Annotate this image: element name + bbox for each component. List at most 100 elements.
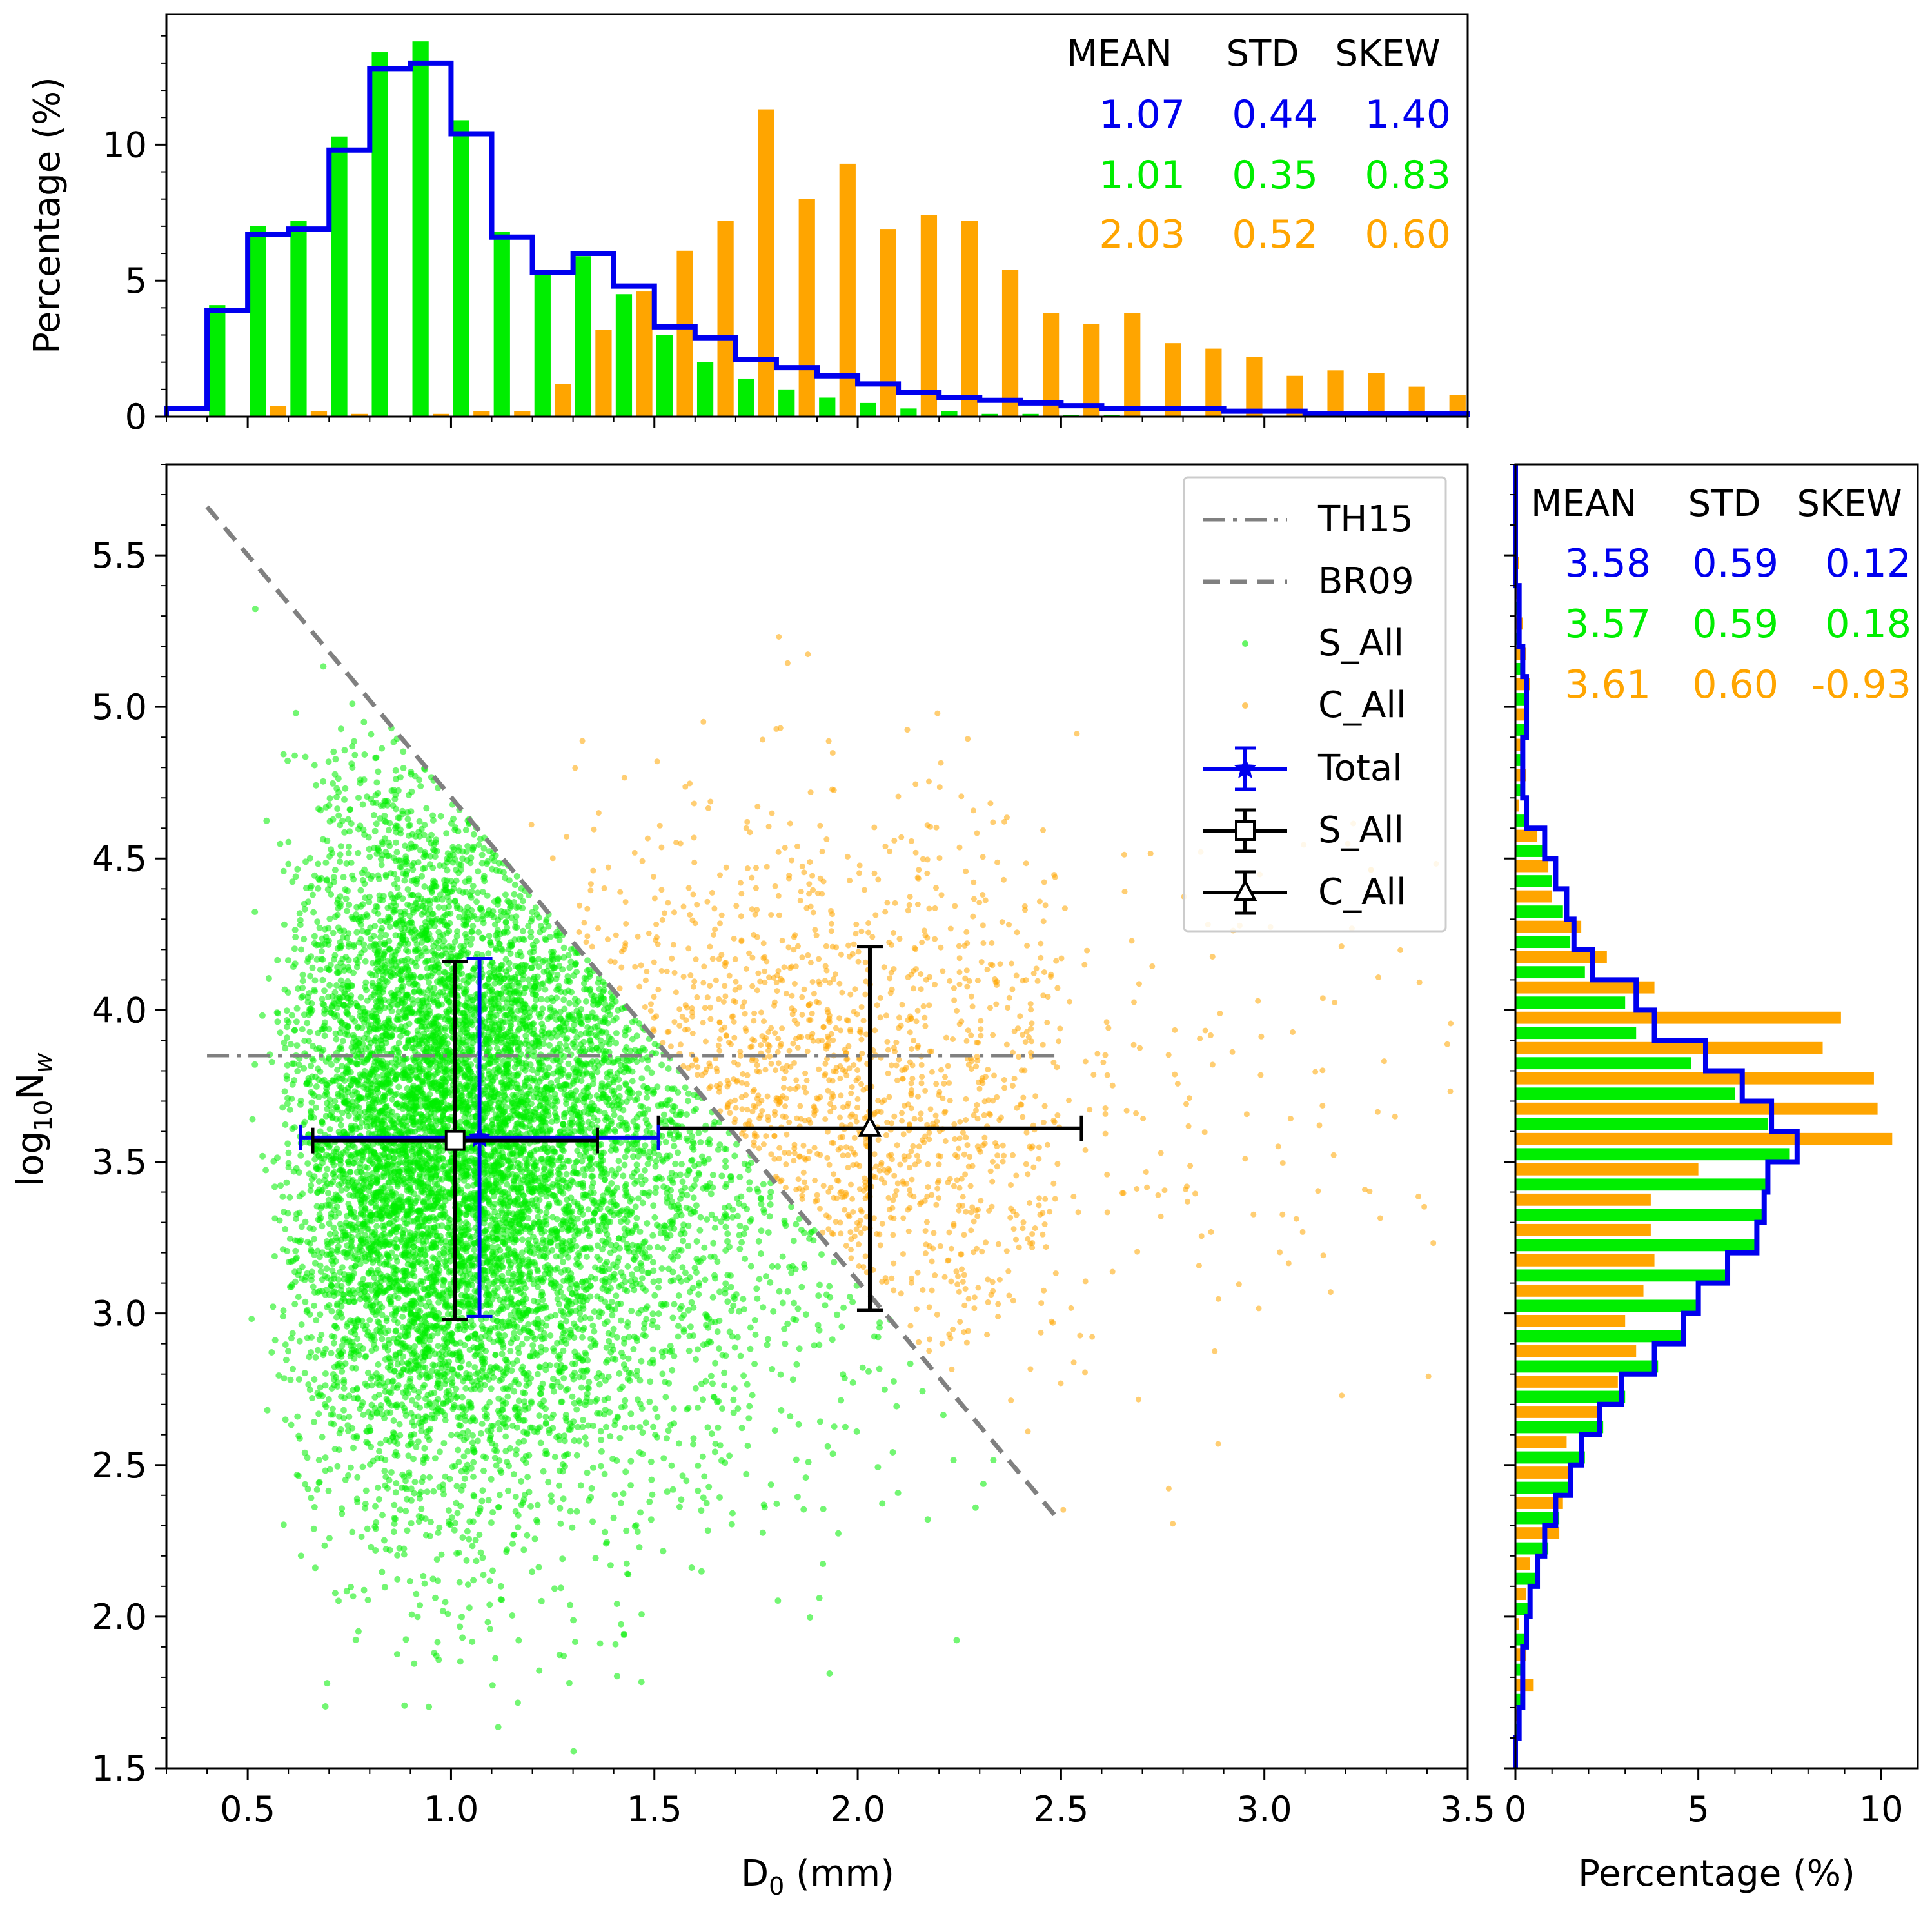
stratiform-point	[504, 1458, 511, 1465]
stratiform-point	[594, 1117, 601, 1124]
stratiform-point	[329, 1405, 336, 1412]
stratiform-point	[284, 1061, 291, 1069]
stratiform-point	[462, 1385, 469, 1392]
stratiform-point	[874, 1464, 882, 1471]
stratiform-point	[483, 1403, 490, 1410]
stratiform-point	[306, 1029, 313, 1036]
stratiform-point	[478, 1497, 486, 1505]
stratiform-point	[708, 1430, 715, 1437]
top-bar-convective	[1001, 270, 1019, 417]
stratiform-point	[464, 1183, 471, 1190]
stratiform-point	[507, 1348, 514, 1355]
stratiform-point	[636, 1377, 644, 1384]
stratiform-point	[587, 1315, 594, 1322]
stratiform-point	[351, 751, 359, 758]
stratiform-point	[349, 1528, 356, 1535]
stratiform-point	[618, 1317, 624, 1324]
stratiform-point	[484, 1619, 491, 1626]
stratiform-point	[388, 1002, 395, 1009]
stratiform-point	[387, 1409, 394, 1416]
stratiform-point	[298, 1321, 305, 1328]
stratiform-point	[570, 1617, 577, 1624]
stratiform-point	[798, 1283, 805, 1290]
stratiform-point	[341, 796, 348, 803]
stratiform-point	[344, 907, 350, 914]
stratiform-point	[335, 905, 342, 912]
stratiform-point	[560, 1347, 567, 1354]
stratiform-point	[517, 1328, 524, 1336]
stratiform-point	[755, 1238, 762, 1245]
stratiform-point	[393, 829, 400, 836]
stratiform-point	[590, 1080, 596, 1087]
stratiform-point	[654, 1324, 661, 1331]
stratiform-point	[364, 1597, 371, 1604]
stratiform-point	[693, 1356, 699, 1363]
stratiform-point	[737, 1352, 744, 1359]
stratiform-point	[341, 747, 348, 754]
stratiform-point	[349, 1015, 356, 1022]
stratiform-point	[571, 1128, 578, 1135]
stratiform-point	[530, 1233, 537, 1240]
stratiform-point	[525, 923, 532, 930]
stratiform-point	[456, 887, 463, 894]
stratiform-point	[778, 1407, 785, 1414]
stratiform-point	[365, 1130, 372, 1137]
stratiform-point	[397, 1506, 404, 1514]
stratiform-point	[527, 929, 535, 936]
stratiform-point	[458, 1486, 465, 1494]
stratiform-point	[333, 982, 340, 989]
stratiform-point	[581, 1172, 588, 1179]
stratiform-point	[486, 1626, 493, 1632]
stratiform-point	[650, 1267, 657, 1274]
stratiform-point	[333, 785, 340, 792]
stratiform-point	[368, 1443, 375, 1450]
stratiform-point	[346, 843, 352, 850]
stratiform-point	[342, 1360, 349, 1367]
stratiform-point	[659, 1370, 666, 1377]
top-stats-table: MEAN STD SKEW 1.07 0.44 1.40 1.01 0.35 0…	[1067, 33, 1451, 257]
stratiform-point	[509, 1540, 516, 1547]
stratiform-point	[371, 1394, 379, 1401]
stratiform-point	[876, 1365, 883, 1372]
stratiform-point	[820, 1506, 827, 1512]
stratiform-point	[380, 1173, 388, 1180]
stratiform-point	[623, 1560, 630, 1567]
stratiform-point	[420, 1572, 427, 1579]
stratiform-point	[320, 778, 327, 785]
stratiform-point	[742, 1255, 749, 1262]
stratiform-point	[715, 1424, 722, 1431]
stratiform-point	[735, 1200, 742, 1207]
stratiform-point	[699, 1453, 706, 1460]
stratiform-point	[482, 1228, 489, 1235]
stratiform-point	[317, 966, 324, 973]
stratiform-point	[532, 904, 539, 911]
stratiform-point	[704, 1527, 711, 1534]
stratiform-point	[793, 1221, 800, 1228]
stratiform-point	[309, 891, 316, 898]
stratiform-point	[449, 1379, 456, 1387]
stratiform-point	[310, 909, 317, 916]
stratiform-point	[466, 1518, 473, 1525]
top-ytick-label: 10	[103, 124, 147, 165]
stratiform-point	[418, 1505, 425, 1512]
stratiform-point	[577, 1482, 584, 1489]
stratiform-point	[616, 1122, 623, 1129]
stratiform-point	[613, 1014, 620, 1022]
stratiform-point	[540, 968, 547, 975]
stratiform-point	[400, 1551, 408, 1558]
stratiform-point	[679, 1472, 686, 1479]
stratiform-point	[722, 1158, 729, 1165]
top-bar-convective	[514, 411, 531, 417]
stratiform-point	[509, 1423, 516, 1429]
stratiform-point	[584, 1254, 590, 1260]
stratiform-point	[482, 1454, 489, 1461]
top-bar-convective	[1368, 373, 1385, 417]
stratiform-point	[767, 1201, 774, 1208]
stratiform-point	[408, 1485, 415, 1492]
stratiform-point	[620, 1361, 627, 1368]
stratiform-point	[360, 913, 367, 920]
top-stats-stratiform-skew: 0.83	[1365, 153, 1451, 198]
stratiform-point	[672, 1160, 679, 1167]
stratiform-point	[644, 1160, 651, 1167]
stratiform-point	[358, 1534, 365, 1541]
